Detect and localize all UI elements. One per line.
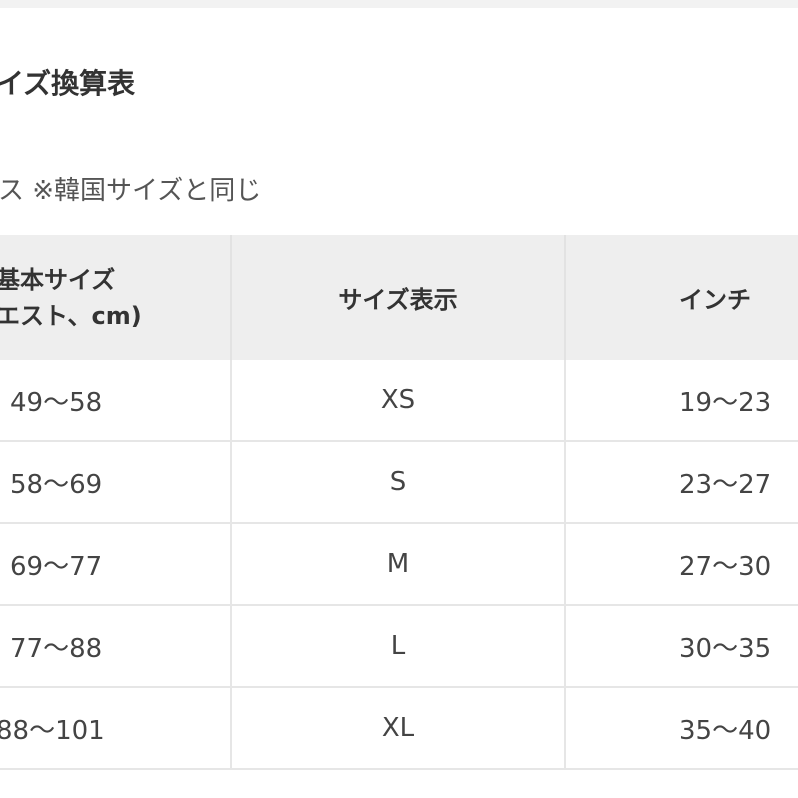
column-divider [230,524,232,604]
top-bar [0,0,798,8]
column-divider [230,688,232,768]
size-note: ス ※韓国サイズと同じ [0,176,262,206]
header-basic-size-line1: 基本サイズ [0,265,116,294]
cell-size-label: M [386,549,410,579]
header-size-label: サイズ表示 [338,286,458,314]
header-basic-size: 基本サイズ エスト、cm) [0,235,226,360]
table-header: 基本サイズ エスト、cm) サイズ表示 インチ [0,235,798,360]
cell-size-label: S [389,467,407,497]
cell-waist-cm: 49〜58 [10,387,103,418]
cell-waist-cm: 58〜69 [10,469,103,500]
page-title: イズ換算表 [0,67,136,100]
header-basic-size-line2: エスト、cm) [0,301,142,330]
table-row: 49〜58 XS 19〜23 [0,360,798,442]
size-conversion-table: 基本サイズ エスト、cm) サイズ表示 インチ 49〜58 XS 19〜23 58〜6… [0,235,798,770]
cell-inch: 35〜40 [679,715,772,746]
column-divider [564,606,566,686]
cell-inch: 23〜27 [679,469,772,500]
cell-size-label: XL [381,713,415,743]
column-divider [564,235,566,360]
cell-inch: 30〜35 [679,633,772,664]
column-divider [230,360,232,440]
column-divider [230,235,232,360]
column-divider [564,524,566,604]
column-divider [564,688,566,768]
cell-inch: 27〜30 [679,551,772,582]
column-divider [230,606,232,686]
cell-waist-cm: 88〜101 [0,715,105,746]
cell-size-label: XS [380,385,416,415]
column-divider [564,442,566,522]
cell-size-label: L [390,631,406,661]
table-row: 69〜77 M 27〜30 [0,524,798,606]
column-divider [230,442,232,522]
column-divider [564,360,566,440]
cell-inch: 19〜23 [679,387,772,418]
cell-waist-cm: 77〜88 [10,633,103,664]
table-row: 58〜69 S 23〜27 [0,442,798,524]
table-row: 77〜88 L 30〜35 [0,606,798,688]
table-row: 88〜101 XL 35〜40 [0,688,798,770]
header-inch: インチ [679,286,751,314]
cell-waist-cm: 69〜77 [10,551,103,582]
